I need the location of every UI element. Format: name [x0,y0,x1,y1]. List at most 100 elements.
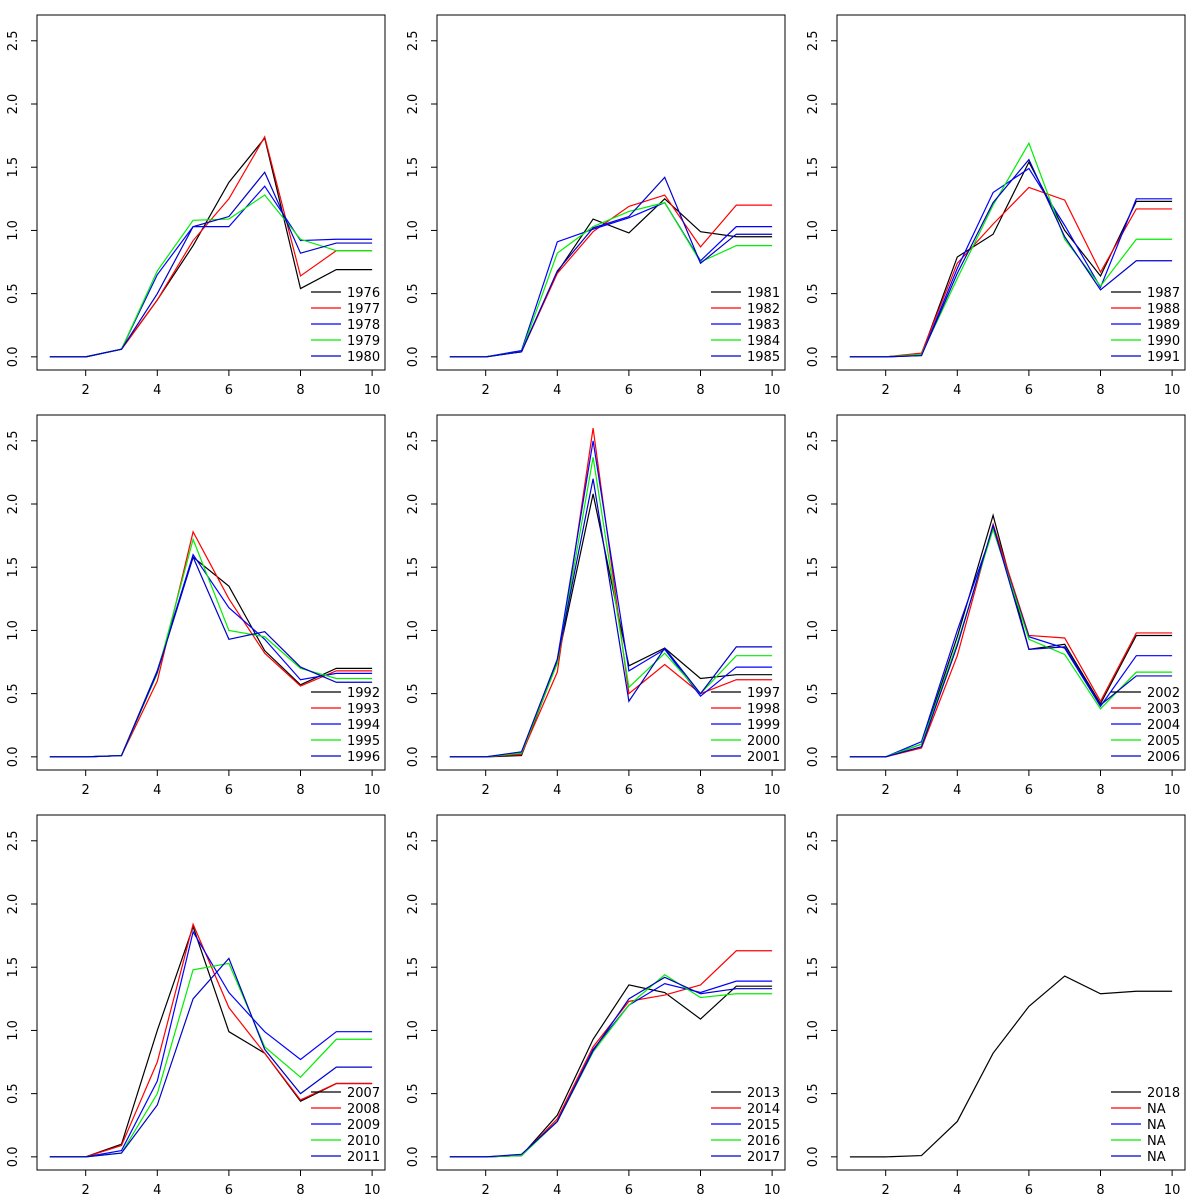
y-tick-label: 0.0 [806,347,821,368]
x-tick-label: 8 [296,1183,304,1198]
y-tick-label: 2.0 [6,494,21,515]
y-tick-label: 1.0 [806,620,821,641]
x-tick-label: 6 [1025,383,1033,398]
y-tick-label: 2.5 [6,430,21,451]
series-line [849,527,1173,758]
panel: 2 4 6 8 10 0.0 0.5 1.0 1.5 2.0 2.5 1997199819992000… [406,414,786,798]
x-tick-label: 6 [225,383,233,398]
legend-label: 1987 [1147,286,1180,301]
y-tick-label: 1.5 [6,957,21,978]
x-tick-label: 2 [82,1183,90,1198]
panel: 2 4 6 8 10 0.0 0.5 1.0 1.5 2.0 2.5 2007200820092010… [6,814,386,1198]
y-tick-label: 0.5 [806,683,821,704]
y-tick-label: 0.0 [406,1147,421,1168]
y-tick-label: 0.5 [6,683,21,704]
legend-label: 1992 [347,686,380,701]
legend-label: 1985 [747,350,780,365]
x-tick-label: 10 [764,383,781,398]
series-line [849,160,1173,358]
plot-frame [436,814,786,1171]
y-tick-label: 0.0 [6,747,21,768]
legend-label: 1990 [1147,334,1180,349]
legend-label: 2009 [347,1118,380,1133]
y-tick-label: 0.5 [6,283,21,304]
x-tick-label: 8 [696,783,704,798]
legend-label: 2013 [747,1086,780,1101]
series-line [849,513,1173,758]
legend-label: 1991 [1147,350,1180,365]
x-tick-label: 2 [882,383,890,398]
series-line [449,176,773,358]
series-line [449,201,773,358]
y-tick-label: 0.0 [406,747,421,768]
y-tick-label: 2.5 [406,30,421,51]
y-tick-label: 2.5 [406,830,421,851]
y-tick-label: 2.0 [406,894,421,915]
x-tick-label: 6 [225,783,233,798]
panel: 2 4 6 8 10 0.0 0.5 1.0 1.5 2.0 2.5 1992199319941995… [6,414,386,798]
legend-label: 2015 [747,1118,780,1133]
legend-label: NA [1147,1150,1166,1165]
y-tick-label: 2.0 [406,494,421,515]
legend-label: 1984 [747,334,780,349]
legend-label: 1996 [347,750,380,765]
x-tick-label: 6 [625,383,633,398]
panel: 2 4 6 8 10 0.0 0.5 1.0 1.5 2.0 2.5 2002200320042005… [806,414,1186,798]
series-line [449,974,773,1158]
x-tick-label: 4 [953,783,961,798]
panel: 2 4 6 8 10 0.0 0.5 1.0 1.5 2.0 2.5 1987198819891990… [806,14,1186,398]
x-tick-label: 4 [553,383,561,398]
x-tick-label: 4 [553,1183,561,1198]
legend-label: 1999 [747,718,780,733]
legend-label: 2004 [1147,718,1180,733]
legend-label: 2001 [747,750,780,765]
legend-label: 1979 [347,334,380,349]
series-line [449,440,773,758]
series-line [849,527,1173,758]
y-tick-label: 1.0 [6,1020,21,1041]
y-tick-label: 2.0 [806,894,821,915]
x-tick-label: 4 [153,783,161,798]
plot-frame [36,14,386,371]
y-tick-label: 0.0 [6,347,21,368]
series-line [49,556,373,758]
series-line [49,930,373,1158]
series-line [449,980,773,1158]
series-line [49,185,373,358]
legend-label: 2016 [747,1134,780,1149]
x-tick-label: 4 [553,783,561,798]
x-tick-label: 6 [625,783,633,798]
y-tick-label: 1.5 [806,157,821,178]
legend-label: 2008 [347,1102,380,1117]
y-tick-label: 1.5 [806,957,821,978]
series-line [449,457,773,758]
series-line [449,984,773,1158]
legend-label: 1994 [347,718,380,733]
y-tick-label: 2.0 [806,494,821,515]
y-tick-label: 1.5 [6,557,21,578]
plot-frame [36,814,386,1171]
x-tick-label: 10 [764,783,781,798]
y-tick-label: 2.0 [6,94,21,115]
y-tick-label: 1.5 [406,157,421,178]
x-tick-label: 4 [953,1183,961,1198]
x-tick-label: 4 [153,383,161,398]
legend-label: 2018 [1147,1086,1180,1101]
x-tick-label: 8 [296,783,304,798]
y-tick-label: 0.0 [806,747,821,768]
x-tick-label: 4 [153,1183,161,1198]
series-line [849,975,1173,1158]
y-tick-label: 0.0 [806,1147,821,1168]
plot-frame [436,14,786,371]
legend-label: 1993 [347,702,380,717]
y-tick-label: 0.5 [406,683,421,704]
plot-frame [836,814,1186,1171]
x-tick-label: 2 [482,783,490,798]
plot-frame [36,414,386,771]
series-line [849,523,1173,758]
series-line [849,141,1173,358]
series-line [49,922,373,1158]
y-tick-label: 0.5 [406,283,421,304]
y-tick-label: 2.5 [6,830,21,851]
